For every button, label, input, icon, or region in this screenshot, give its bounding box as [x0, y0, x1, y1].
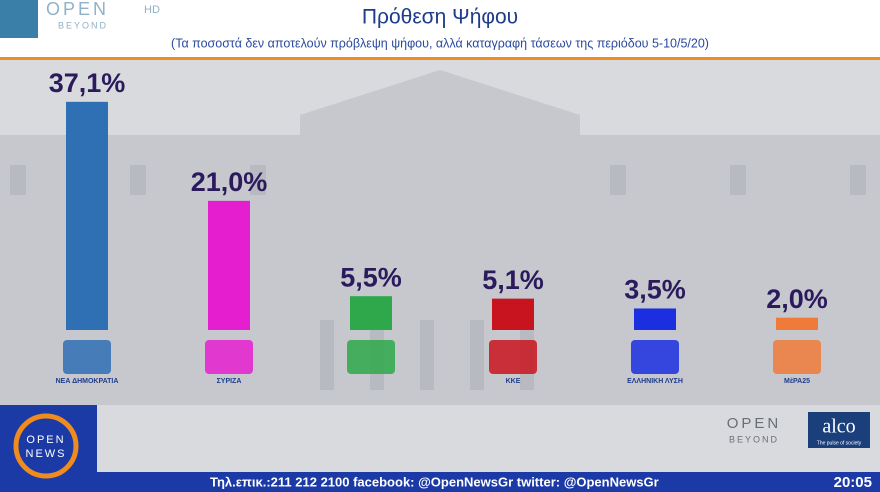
party-name: ΝΕΑ ΔΗΜΟΚΡΑΤΙΑ [56, 378, 119, 385]
value-label: 21,0% [191, 167, 268, 197]
bar [634, 308, 676, 330]
pollster-tagline: The pulse of society [817, 440, 862, 446]
channel-hd: HD [144, 4, 160, 16]
news-logo-top: OPEN [26, 434, 65, 446]
party-name: ΜέΡΑ25 [784, 378, 810, 385]
value-label: 3,5% [624, 275, 686, 305]
partner-open: OPEN [727, 415, 782, 432]
plot: 37,1% ΝΕΑ ΔΗΜΟΚΡΑΤΙΑ 21,0% ΣΥΡΙΖΑ 5,5% 5,1% ΚΚ… [49, 68, 828, 385]
bar [208, 200, 250, 330]
bar [492, 298, 534, 330]
pollster-logo: alco [822, 416, 855, 438]
bar [66, 101, 108, 331]
chart-subtitle: (Τα ποσοστά δεν αποτελούν πρόβλεψη ψήφου… [171, 36, 709, 50]
news-ring [13, 413, 79, 479]
party-logo [773, 340, 821, 374]
party-logo [631, 340, 679, 374]
ticker: Τηλ.επικ.:211 212 2100 facebook: @OpenNe… [210, 474, 659, 489]
header-bar [0, 0, 880, 57]
partner-beyond: BEYOND [729, 434, 779, 444]
party-logo [205, 340, 253, 374]
chart-title: Πρόθεση Ψήφου [362, 6, 518, 29]
party-logo [347, 340, 395, 374]
party-logo [63, 340, 111, 374]
party-logo [489, 340, 537, 374]
party-name: ΣΥΡΙΖΑ [217, 378, 242, 385]
channel-beyond: BEYOND [58, 20, 108, 30]
value-label: 5,5% [340, 262, 402, 292]
ticker-bar [97, 472, 880, 492]
value-label: 2,0% [766, 284, 828, 314]
value-label: 5,1% [482, 265, 544, 295]
channel-logo: OPEN [46, 0, 109, 19]
badge [0, 0, 38, 38]
party-name: ΕΛΛΗΝΙΚΗ ΛΥΣΗ [627, 378, 683, 385]
header-rule [0, 57, 880, 60]
news-logo-bottom: NEWS [26, 448, 67, 460]
bar [350, 296, 392, 330]
value-label: 37,1% [49, 68, 126, 98]
party-name: ΚΚΕ [506, 378, 521, 385]
pollster-box [808, 412, 870, 448]
clock: 20:05 [834, 474, 872, 491]
bar [776, 317, 818, 330]
